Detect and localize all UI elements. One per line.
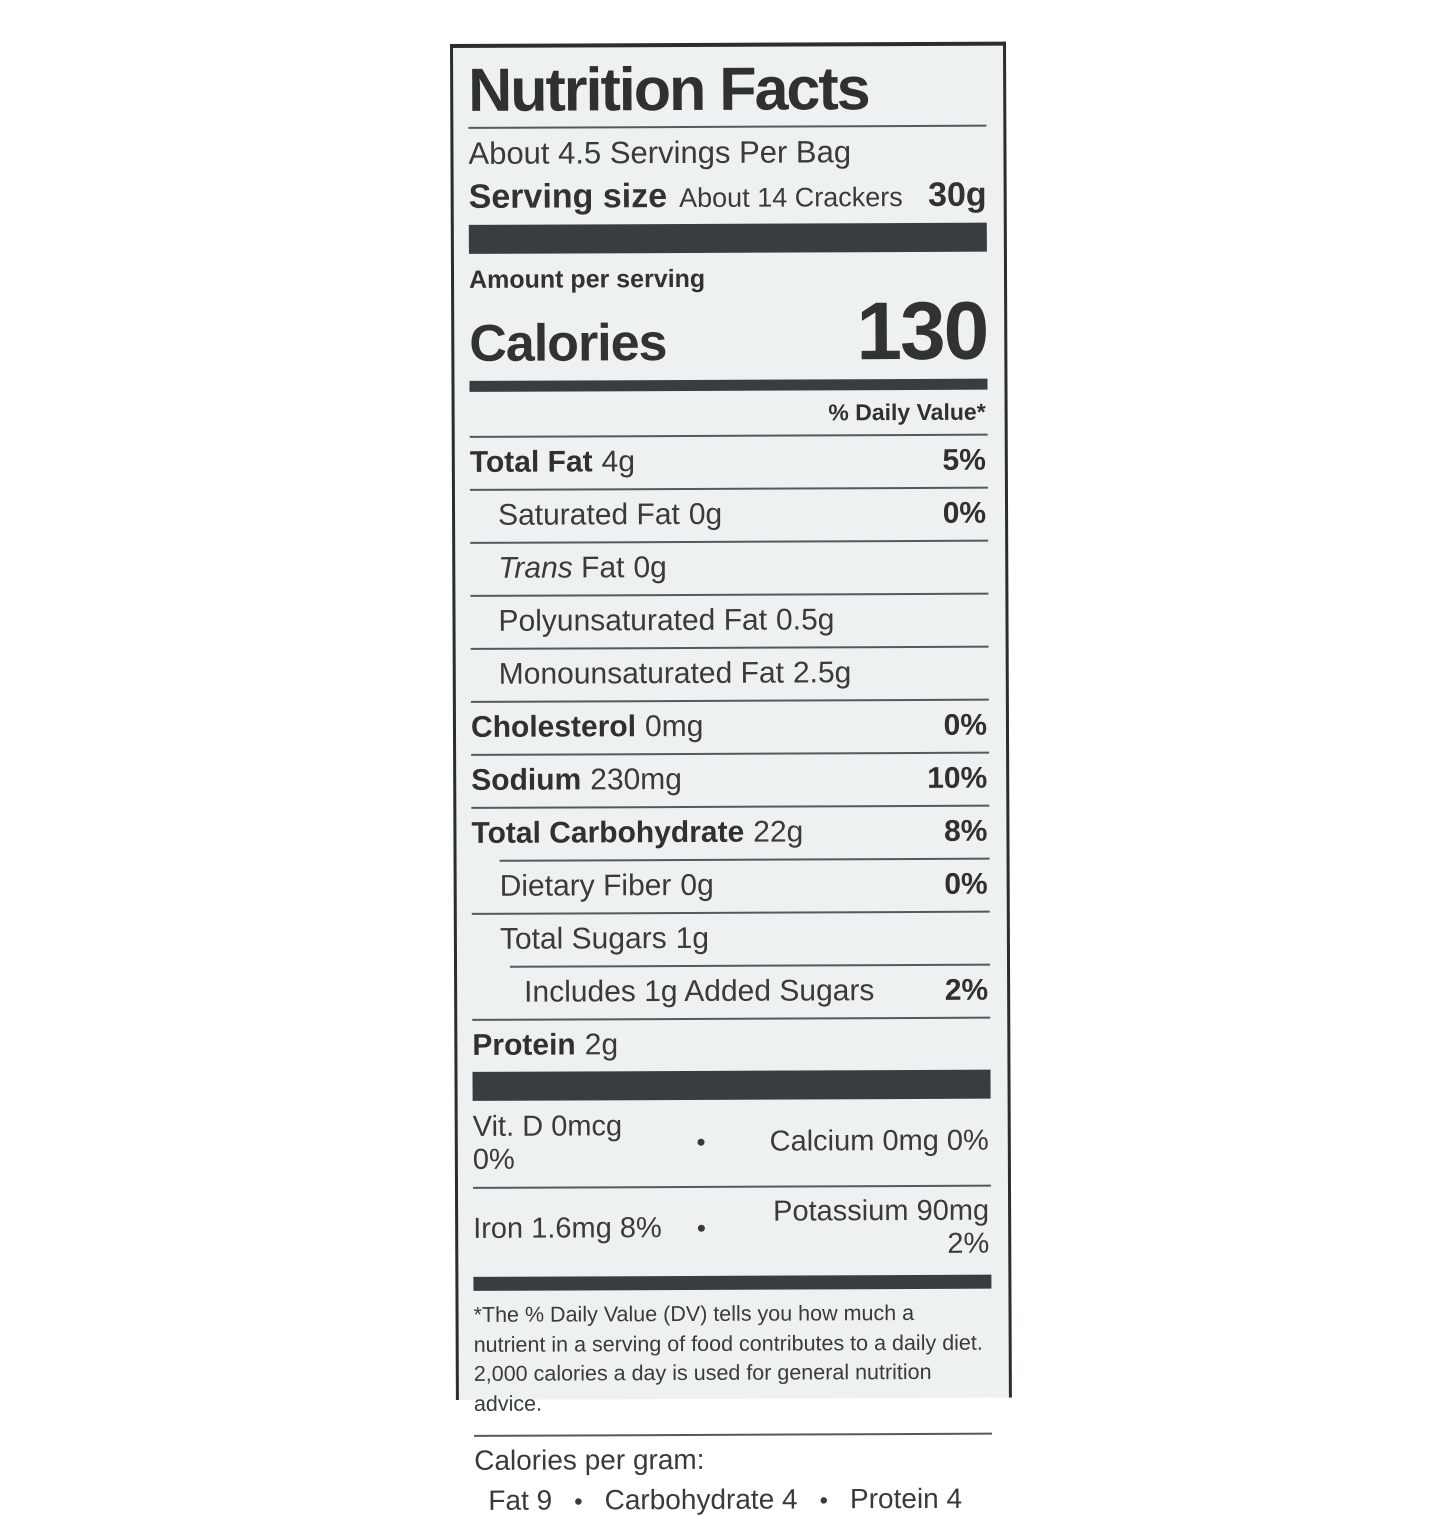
daily-value-header: % Daily Value* bbox=[828, 398, 986, 426]
micronutrient-left: Vit. D 0mcg 0% bbox=[472, 1110, 623, 1176]
nutrient-value: 2.5g bbox=[792, 656, 852, 690]
nutrient-row-monounsaturated-fat: Monounsaturated Fat 2.5g bbox=[471, 646, 989, 701]
calories-per-gram-label: Calories per gram: bbox=[474, 1443, 705, 1476]
servings-per-bag: About 4.5 Servings Per Bag bbox=[468, 134, 852, 171]
nutrient-name: Saturated Fat bbox=[497, 497, 680, 532]
nutrient-daily-value: 0% bbox=[944, 867, 988, 901]
nutrient-name: Trans Fat bbox=[498, 551, 625, 585]
nutrition-facts-title: Nutrition Facts bbox=[468, 54, 869, 124]
nutrient-daily-value: 2% bbox=[944, 973, 989, 1007]
nutrient-value: 0g bbox=[633, 550, 667, 585]
serving-size-label: Serving size bbox=[468, 177, 668, 216]
micronutrient-right: Calcium 0mg 0% bbox=[769, 1125, 989, 1159]
serving-size-row: Serving size About 14 Crackers 30g bbox=[469, 172, 987, 225]
micronutrient-right: Potassium 90mg 2% bbox=[773, 1194, 990, 1260]
nutrient-name: Dietary Fiber bbox=[499, 868, 672, 903]
nutrient-name: Sodium bbox=[471, 763, 582, 797]
nutrition-facts-panel: Nutrition Facts About 4.5 Servings Per B… bbox=[450, 41, 1012, 1515]
nutrient-value: 22g bbox=[753, 815, 804, 849]
nutrient-name: Polyunsaturated Fat bbox=[498, 603, 768, 638]
separator-bar-thick bbox=[468, 222, 987, 254]
nutrient-row-total-fat: Total Fat 4g 5% bbox=[470, 434, 988, 489]
micronutrient-row-1: Iron 1.6mg 8% • Potassium 90mg 2% bbox=[473, 1185, 991, 1273]
nutrient-row-total-carbohydrate: Total Carbohydrate 22g 8% bbox=[471, 805, 989, 860]
nutrient-name: Cholesterol bbox=[470, 710, 637, 744]
calories-label: Calories bbox=[469, 313, 667, 373]
nutrient-value: 1g bbox=[675, 921, 710, 955]
calories-per-gram-item: Protein 4 bbox=[849, 1482, 963, 1514]
nutrient-rows: Total Fat 4g 5% Saturated Fat 0g 0% Trans Fat 0… bbox=[470, 434, 991, 1072]
calories-row: Calories 130 bbox=[469, 285, 988, 378]
nutrient-name: Total Fat bbox=[469, 445, 593, 479]
bullet-separator: • bbox=[696, 1213, 707, 1244]
nutrient-name: Monounsaturated Fat bbox=[498, 656, 785, 691]
nutrient-value: 0g bbox=[688, 497, 723, 531]
bullet-separator: • bbox=[696, 1127, 706, 1158]
calories-value: 130 bbox=[856, 285, 988, 378]
nutrient-value: 0.5g bbox=[775, 603, 835, 637]
nutrient-row-added-sugars: Includes 1g Added Sugars 2% bbox=[472, 964, 990, 1019]
nutrient-value: 0mg bbox=[644, 709, 704, 744]
nutrient-row-cholesterol: Cholesterol 0mg 0% bbox=[471, 699, 989, 754]
micronutrient-left: Iron 1.6mg 8% bbox=[473, 1212, 662, 1246]
nutrient-name: Total Sugars bbox=[499, 922, 667, 956]
separator-bar-thick-2 bbox=[472, 1069, 991, 1101]
serving-size-detail: About 14 Crackers bbox=[679, 182, 903, 214]
serving-size-weight: 30g bbox=[927, 175, 987, 214]
micronutrient-row-0: Vit. D 0mcg 0% • Calcium 0mg 0% bbox=[473, 1099, 991, 1187]
calories-per-gram-items: Fat 9 • Carbohydrate 4 • Protein 4 bbox=[474, 1474, 992, 1516]
nutrient-value: 230mg bbox=[590, 762, 683, 797]
nutrient-name: Includes 1g Added Sugars bbox=[524, 974, 875, 1009]
nutrient-row-sodium: Sodium 230mg 10% bbox=[471, 752, 989, 807]
nutrient-name: Total Carbohydrate bbox=[471, 815, 745, 850]
bullet-separator: • bbox=[574, 1487, 583, 1516]
nutrient-name: Protein bbox=[472, 1028, 576, 1062]
micronutrient-rows: Vit. D 0mcg 0% • Calcium 0mg 0% Iron 1.6mg … bbox=[473, 1099, 992, 1273]
daily-value-footnote: *The % Daily Value (DV) tells you how mu… bbox=[473, 1300, 983, 1416]
nutrient-row-protein: Protein 2g bbox=[472, 1017, 990, 1072]
nutrient-value: 0g bbox=[680, 868, 714, 902]
nutrient-row-dietary-fiber: Dietary Fiber 0g 0% bbox=[472, 858, 990, 913]
nutrient-value: 2g bbox=[584, 1028, 619, 1062]
nutrient-row-saturated-fat: Saturated Fat 0g 0% bbox=[470, 487, 988, 542]
nutrient-daily-value: 8% bbox=[944, 814, 988, 848]
nutrient-row-polyunsaturated-fat: Polyunsaturated Fat 0.5g bbox=[470, 593, 988, 648]
nutrient-daily-value: 10% bbox=[927, 761, 988, 795]
nutrient-row-total-sugars: Total Sugars 1g bbox=[472, 911, 990, 966]
calories-per-gram-section: Calories per gram: Fat 9 • Carbohydrate 4 •… bbox=[474, 1434, 992, 1516]
nutrient-daily-value: 0% bbox=[942, 496, 987, 530]
calories-per-gram-item: Carbohydrate 4 bbox=[604, 1483, 798, 1515]
nutrient-daily-value: 0% bbox=[943, 708, 988, 742]
bullet-separator: • bbox=[819, 1486, 829, 1514]
nutrient-row-trans-fat: Trans Fat 0g bbox=[470, 540, 988, 595]
calories-per-gram-item: Fat 9 bbox=[488, 1484, 553, 1516]
nutrient-daily-value: 5% bbox=[942, 443, 986, 477]
nutrient-value: 4g bbox=[601, 445, 636, 479]
